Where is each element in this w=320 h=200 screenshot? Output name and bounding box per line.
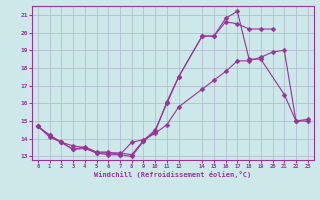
- X-axis label: Windchill (Refroidissement éolien,°C): Windchill (Refroidissement éolien,°C): [94, 171, 252, 178]
